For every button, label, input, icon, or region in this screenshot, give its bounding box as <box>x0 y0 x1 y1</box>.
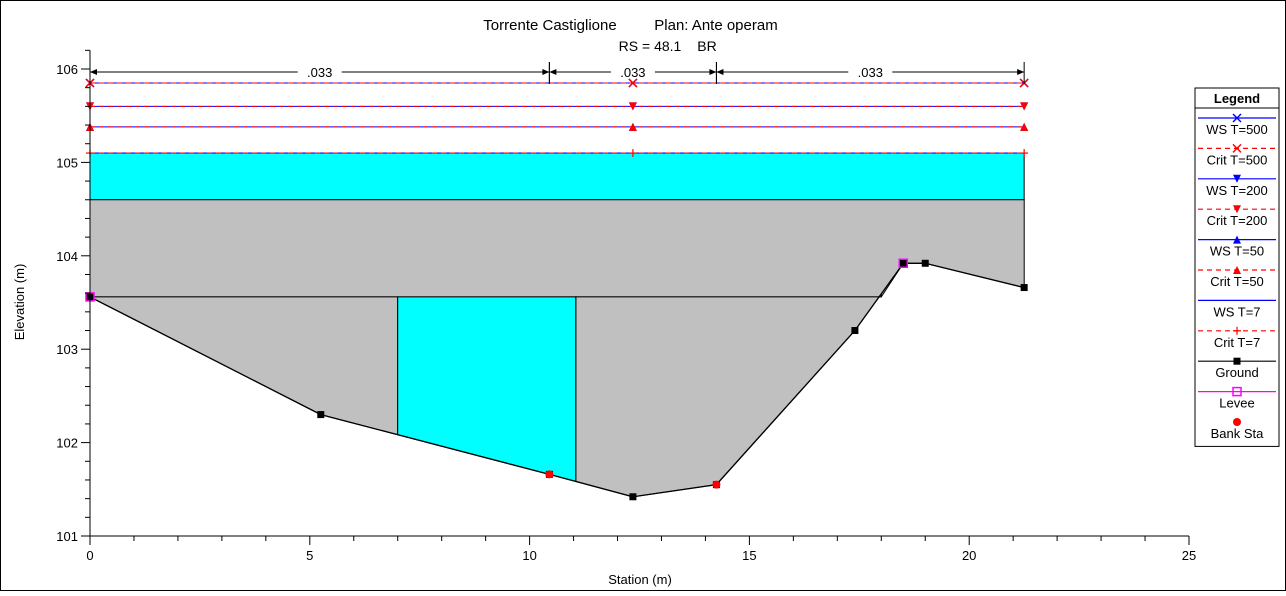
n-arrow-left-1 <box>549 69 557 75</box>
y-tick-label-0: 101 <box>56 529 78 544</box>
legend-swatch-marker-7 <box>1233 326 1241 335</box>
chart-bridge-tag: BR <box>697 38 716 54</box>
x-tick-label-2: 10 <box>522 548 536 563</box>
x-axis-label: Station (m) <box>608 572 672 587</box>
legend-swatch-marker-1-b <box>1232 143 1242 153</box>
ground-point-3 <box>629 493 637 501</box>
legend-label-8: Ground <box>1215 365 1258 380</box>
legend-label-9: Levee <box>1219 396 1254 411</box>
chart-plan: Plan: Ante operam <box>654 17 777 34</box>
chart-rs: RS = 48.1 <box>619 38 682 54</box>
x-tick-label-3: 15 <box>742 548 756 563</box>
x-tick-label-4: 20 <box>962 548 976 563</box>
plot-area: .033 .033 .033 <box>85 62 1029 501</box>
legend-entry-1: Crit T=500 <box>1198 143 1276 167</box>
legend-entry-2: WS T=200 <box>1198 174 1276 198</box>
x-tick-label-5: 25 <box>1182 548 1196 563</box>
legend-label-3: Crit T=200 <box>1207 213 1268 228</box>
legend-swatch-marker-0-b <box>1232 113 1242 123</box>
water-upper-band <box>89 152 1025 201</box>
legend-label-1: Crit T=500 <box>1207 152 1268 167</box>
legend-entry-7: Crit T=7 <box>1198 326 1276 350</box>
legend-swatch-marker-0 <box>1232 113 1242 123</box>
legend-swatch-marker-5 <box>1233 266 1241 274</box>
ws-marker-3-1 <box>628 102 637 111</box>
y-tick-label-5: 106 <box>56 62 78 77</box>
n-arrow-left-0 <box>90 69 97 75</box>
bank-station-1 <box>712 480 721 489</box>
y-axis-label: Elevation (m) <box>12 264 27 341</box>
legend-entry-9: Levee <box>1198 386 1276 411</box>
ws-marker-5-2 <box>1020 122 1029 131</box>
legend-label-4: WS T=50 <box>1210 244 1264 259</box>
ground-point-8 <box>1020 284 1028 292</box>
ground-point-1 <box>317 411 325 419</box>
legend-swatch-marker-4 <box>1233 235 1241 244</box>
n-value-1: .033 <box>620 65 645 80</box>
ground-point-6 <box>899 259 907 267</box>
legend-swatch-marker-2 <box>1233 174 1241 183</box>
n-value-0: .033 <box>307 65 332 80</box>
ws-marker-7-1 <box>628 149 637 158</box>
x-tick-label-1: 5 <box>306 548 313 563</box>
n-arrow-left-2 <box>716 69 724 75</box>
y-tick-label-3: 104 <box>56 249 78 264</box>
y-tick-label-4: 105 <box>56 155 78 170</box>
n-arrow-right-2 <box>1017 69 1025 75</box>
n-value-2: .033 <box>858 65 883 80</box>
ws-marker-1-1-b <box>628 78 638 88</box>
legend-entry-10: Bank Sta <box>1211 418 1265 441</box>
ws-marker-1-1 <box>628 78 638 88</box>
ground-point-7 <box>921 259 929 267</box>
x-tick-label-0: 0 <box>86 548 93 563</box>
n-arrow-right-0 <box>542 69 550 75</box>
ws-marker-3-2 <box>1020 102 1029 111</box>
bank-station-0 <box>545 470 554 479</box>
ws-marker-5-1 <box>628 122 637 131</box>
legend-label-10: Bank Sta <box>1211 426 1265 441</box>
legend-label-6: WS T=7 <box>1213 304 1260 319</box>
legend-swatch-marker-9 <box>1232 386 1242 397</box>
legend-entry-5: Crit T=50 <box>1198 266 1276 289</box>
legend-label-0: WS T=500 <box>1206 122 1268 137</box>
ground-point-5 <box>851 327 859 335</box>
chart-title: Torrente Castiglione <box>483 17 616 34</box>
legend-entry-8: Ground <box>1198 357 1276 380</box>
y-tick-label-1: 102 <box>56 436 78 451</box>
legend-entry-4: WS T=50 <box>1198 235 1276 259</box>
legend-swatch-marker-10 <box>1233 418 1241 426</box>
levee-marker-right <box>898 258 909 269</box>
legend-label-7: Crit T=7 <box>1214 335 1260 350</box>
bridge-deck <box>89 199 1025 298</box>
legend-label-2: WS T=200 <box>1206 183 1268 198</box>
legend-entry-6: WS T=7 <box>1198 299 1276 319</box>
n-arrow-right-1 <box>709 69 717 75</box>
legend-swatch-marker-8 <box>1233 357 1241 365</box>
axes: 0 5 10 15 20 25 101 102 103 104 105 106 <box>56 49 1196 563</box>
ws-marker-7-2 <box>1020 149 1029 158</box>
legend-entry-3: Crit T=200 <box>1198 205 1276 228</box>
y-tick-label-2: 103 <box>56 342 78 357</box>
legend-swatch-marker-3 <box>1233 205 1241 214</box>
legend: Legend WS T=500 Crit T=500 WS T=200 Crit T=2… <box>1194 87 1280 447</box>
legend-label-5: Crit T=50 <box>1210 274 1264 289</box>
legend-title: Legend <box>1214 91 1260 106</box>
legend-entry-0: WS T=500 <box>1198 113 1276 137</box>
legend-swatch-marker-1 <box>1232 143 1242 153</box>
